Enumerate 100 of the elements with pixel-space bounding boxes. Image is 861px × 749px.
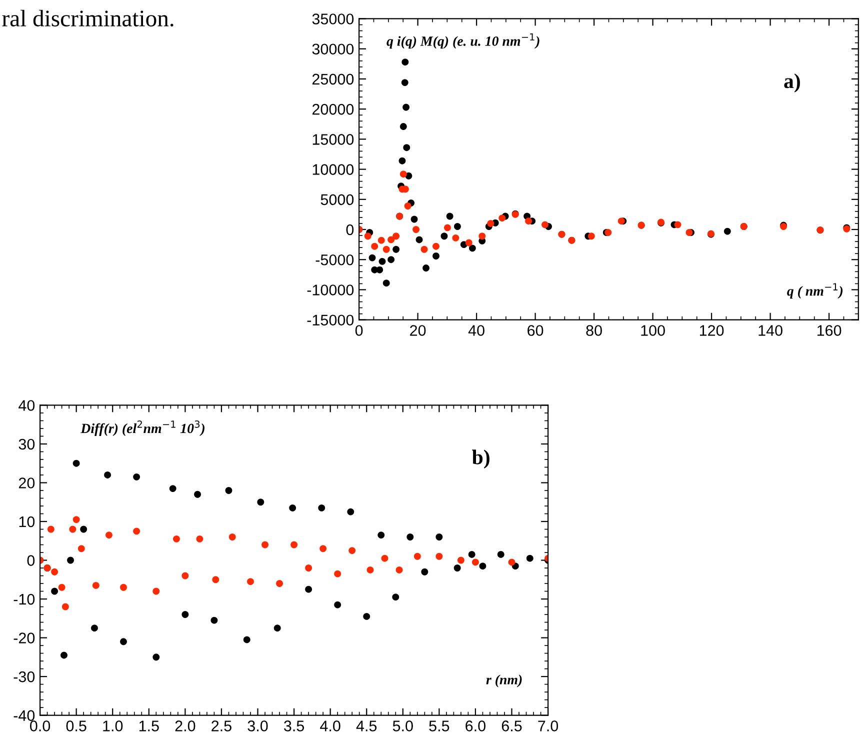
point <box>468 550 476 558</box>
point <box>402 104 410 111</box>
point <box>392 594 400 601</box>
point <box>80 526 88 533</box>
point <box>422 264 430 272</box>
y-tick-label: 30 <box>18 438 35 450</box>
y-tick-label: -10000 <box>307 284 354 296</box>
point <box>406 534 414 540</box>
y-tick-label: 25000 <box>312 74 354 85</box>
point <box>276 580 283 587</box>
point <box>172 535 180 542</box>
x-tick-label: 40 <box>468 325 484 336</box>
point <box>396 566 403 574</box>
point <box>69 526 76 533</box>
point <box>72 516 80 524</box>
point <box>378 236 385 244</box>
point <box>392 232 400 240</box>
point <box>182 611 189 618</box>
x-tick-label: 4.0 <box>320 720 340 732</box>
x-tick-label: 0.0 <box>30 720 50 732</box>
point <box>478 232 486 240</box>
point <box>120 584 127 591</box>
x-tick-label: 6.5 <box>502 720 522 732</box>
point <box>588 232 595 240</box>
y-tick-label: -40 <box>14 710 35 721</box>
point <box>414 552 421 560</box>
point <box>465 239 472 246</box>
point <box>305 586 312 593</box>
point <box>334 570 342 578</box>
point <box>403 144 410 152</box>
point <box>290 541 298 548</box>
point <box>212 576 220 584</box>
y-tick-label: 10000 <box>312 164 354 175</box>
y-tick-label: -10 <box>14 594 35 605</box>
point <box>133 528 140 535</box>
point <box>368 254 376 262</box>
x-tick-label: 5.0 <box>392 720 413 732</box>
y-tick-label: 0 <box>346 224 354 236</box>
x-tick-label: 1.5 <box>139 720 159 732</box>
point <box>440 232 448 240</box>
y-tick-label: 10 <box>19 516 35 528</box>
point <box>67 556 74 564</box>
point <box>388 256 395 264</box>
y-axis-title: q i(q) M(q) (e. u. 10 nm$^{−1}$) <box>386 33 540 49</box>
point <box>51 568 58 576</box>
point <box>78 545 85 552</box>
point <box>388 236 395 244</box>
x-tick-label: 4.5 <box>356 720 377 732</box>
point <box>274 624 281 632</box>
point <box>410 216 418 223</box>
point <box>446 212 454 220</box>
point <box>106 532 112 539</box>
point <box>47 526 54 533</box>
point <box>436 534 443 540</box>
point <box>378 258 386 265</box>
point <box>454 223 461 230</box>
point <box>247 578 254 586</box>
point <box>526 554 534 562</box>
point <box>472 558 479 566</box>
x-tick-label: 120 <box>700 325 724 336</box>
point <box>525 218 532 225</box>
point <box>92 582 100 589</box>
point <box>724 228 731 235</box>
y-tick-label: 20 <box>18 478 35 488</box>
point <box>508 558 516 566</box>
x-tick-label: 6.0 <box>466 720 486 732</box>
y-tick-label: -5000 <box>316 254 354 266</box>
y-axis-title: Diff(r) (el$^{2}$nm$^{−1}$ 10$^{3}$) <box>80 420 204 436</box>
text: ral discrimination. <box>2 10 174 27</box>
point <box>133 473 140 480</box>
point <box>382 246 390 253</box>
point <box>364 232 372 240</box>
point <box>404 202 412 210</box>
x-tick-label: 3.5 <box>284 720 304 732</box>
point <box>378 532 385 539</box>
point <box>444 224 451 232</box>
annotation: b) <box>472 450 490 469</box>
point <box>412 226 420 233</box>
point <box>90 624 98 632</box>
point <box>398 157 406 164</box>
x-tick-label: 140 <box>758 325 782 336</box>
y-tick-label: 30000 <box>312 44 354 55</box>
point <box>257 498 264 506</box>
point <box>366 566 374 574</box>
y-tick-label: 5000 <box>320 194 354 206</box>
point <box>363 612 370 620</box>
point <box>479 562 486 570</box>
point <box>454 564 461 572</box>
y-tick-label: 20000 <box>312 104 354 115</box>
x-tick-label: 100 <box>641 325 665 336</box>
point <box>60 652 68 659</box>
point <box>542 221 548 228</box>
point <box>305 564 312 572</box>
point <box>382 280 390 287</box>
x-tick-label: 60 <box>528 325 544 336</box>
point <box>120 638 127 646</box>
point <box>318 504 326 512</box>
point <box>400 170 407 178</box>
point <box>289 504 296 512</box>
point <box>402 58 409 66</box>
